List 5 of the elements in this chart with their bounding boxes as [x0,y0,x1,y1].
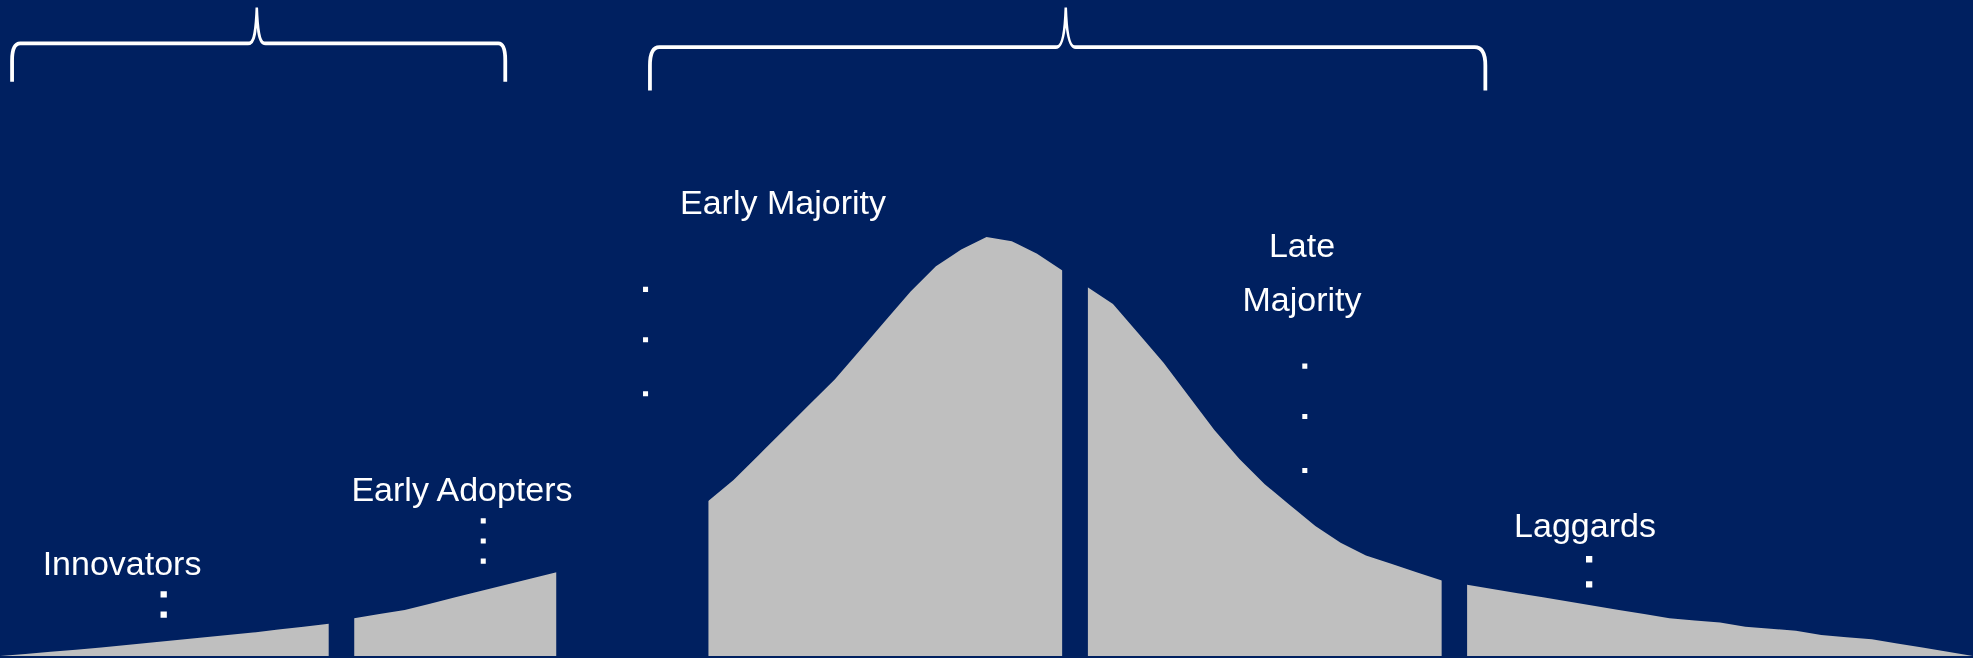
series-label: Early Adopters [351,470,573,509]
text: Late Majority [1242,226,1362,319]
series-label: Innovators [42,544,202,583]
series-label: Laggards [1514,506,1656,545]
series-label: Early Majority [680,183,886,222]
